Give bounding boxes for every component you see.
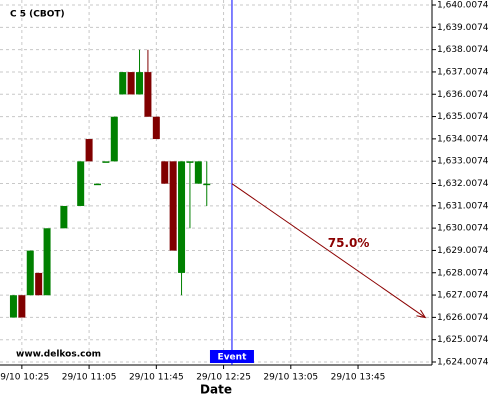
y-tick-label: 1,636.0074 — [437, 90, 489, 100]
x-tick-label: 29/10 11:45 — [129, 373, 184, 383]
candle-body — [85, 139, 93, 162]
candle-body — [26, 250, 34, 296]
candle-body — [178, 161, 186, 273]
candle-body — [110, 116, 118, 162]
y-tick-label: 1,629.0074 — [437, 246, 489, 256]
y-tick-label: 1,624.0074 — [437, 358, 489, 368]
plot-area — [0, 0, 432, 365]
candle-body — [127, 72, 135, 95]
y-tick-label: 1,635.0074 — [437, 112, 489, 122]
candle-body — [203, 183, 211, 186]
x-axis-title: Date — [200, 383, 232, 397]
candle-body — [152, 116, 160, 140]
y-tick-label: 1,638.0074 — [437, 45, 489, 55]
event-box — [209, 350, 254, 363]
arrow-label: 75.0% — [328, 236, 370, 250]
forecast-arrow — [231, 183, 426, 318]
y-tick-label: 1,627.0074 — [437, 291, 489, 301]
y-tick-label: 1,640.0074 — [437, 1, 489, 11]
y-tick-label: 1,634.0074 — [437, 134, 489, 144]
candle-body — [194, 161, 202, 184]
candle-body — [102, 161, 110, 163]
candle-body — [144, 72, 152, 117]
candle-body — [43, 228, 51, 296]
watermark: www.delkos.com — [16, 350, 101, 360]
y-tick-label: 1,628.0074 — [437, 268, 489, 278]
event-label: Event — [218, 353, 248, 363]
x-tick-label: 29/10 13:45 — [331, 373, 386, 383]
y-tick-label: 1,625.0074 — [437, 335, 489, 345]
candle-body — [18, 295, 26, 318]
candle-body — [186, 161, 194, 163]
y-tick-label: 1,631.0074 — [437, 201, 489, 211]
arrow-head — [416, 309, 427, 319]
x-tick-label: 29/10 13:05 — [263, 373, 318, 383]
candle-body — [169, 161, 177, 251]
candle-body — [35, 272, 43, 296]
chart-title: C 5 (CBOT) — [10, 10, 65, 20]
candle-body — [77, 161, 85, 206]
candle-body — [9, 295, 17, 318]
candle-body — [161, 161, 169, 184]
candle-body — [60, 205, 68, 229]
y-tick-label: 1,630.0074 — [437, 224, 489, 234]
candle-body — [136, 72, 144, 95]
x-tick-label: 29/10 10:25 — [0, 373, 49, 383]
y-tick-label: 1,637.0074 — [437, 67, 489, 77]
candle-body — [93, 183, 101, 186]
y-tick-label: 1,626.0074 — [437, 313, 489, 323]
x-tick-label: 29/10 11:05 — [62, 373, 117, 383]
x-tick-label: 29/10 12:25 — [196, 373, 251, 383]
candle-body — [119, 72, 127, 95]
y-tick-label: 1,633.0074 — [437, 157, 489, 167]
y-tick-label: 1,632.0074 — [437, 179, 489, 189]
y-tick-label: 1,639.0074 — [437, 23, 489, 33]
